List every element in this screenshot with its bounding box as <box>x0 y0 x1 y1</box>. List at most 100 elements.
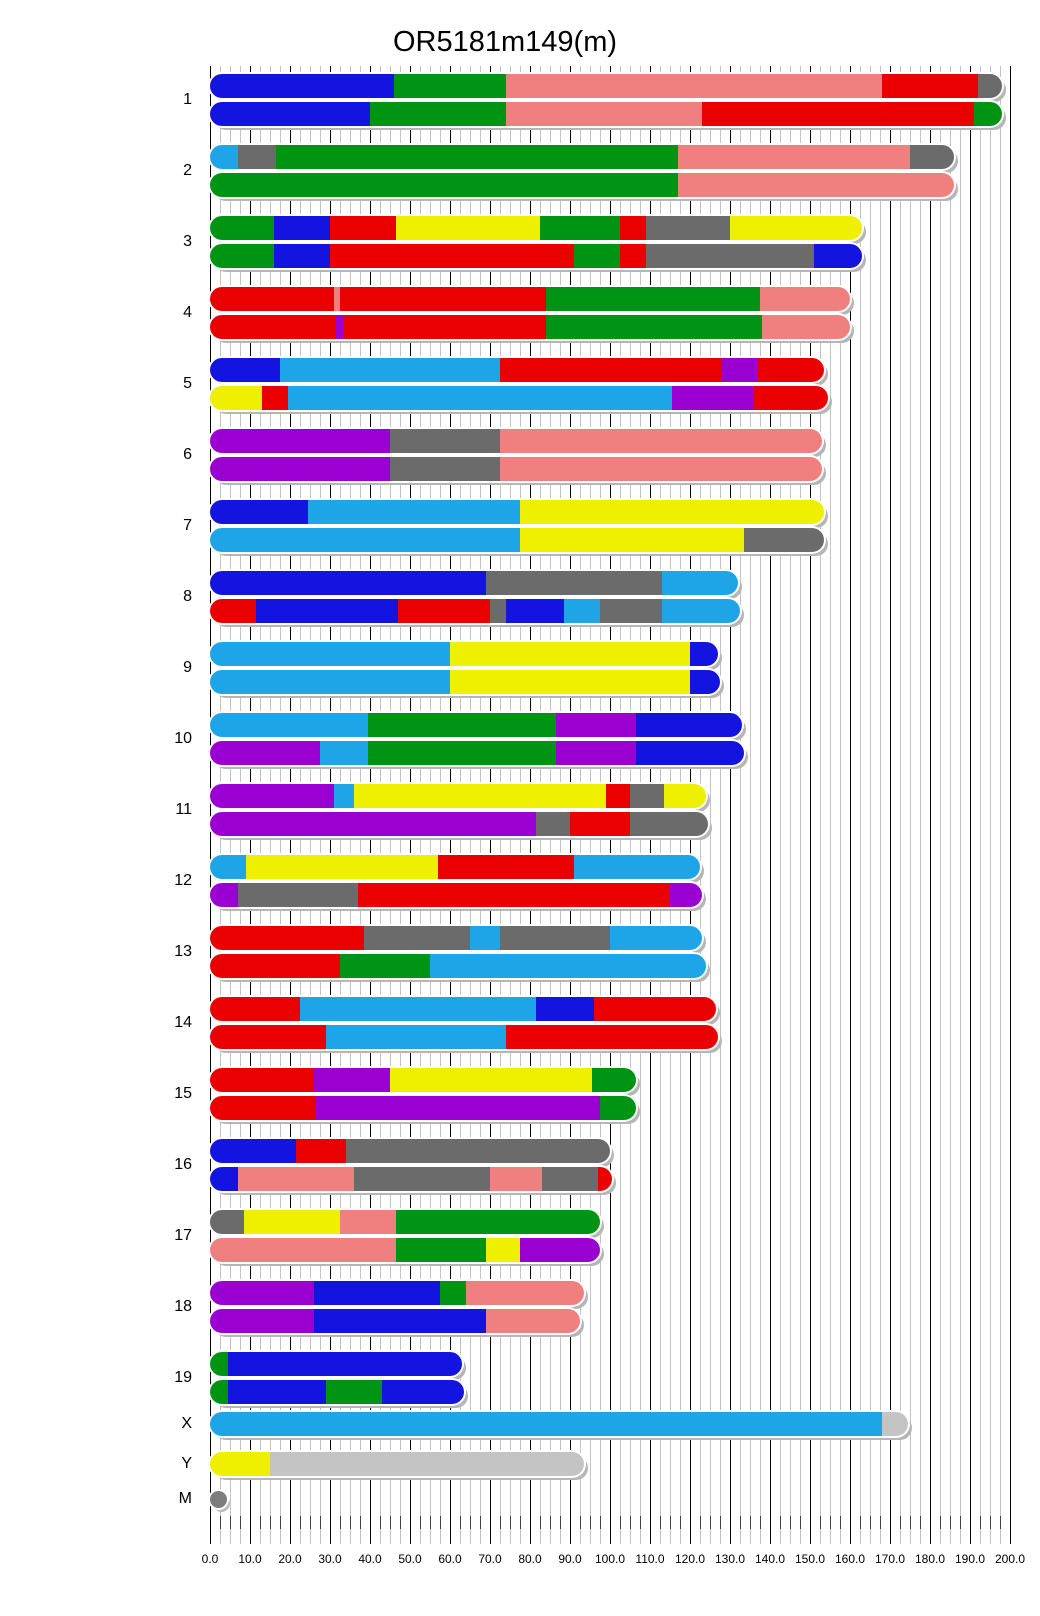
chromosome-label-3: 3 <box>183 233 192 250</box>
segment-red <box>210 1025 326 1049</box>
segment-red <box>620 216 646 240</box>
segment-gray <box>646 216 730 240</box>
segment-pink <box>678 145 910 169</box>
segment-purple <box>210 457 390 481</box>
chromosome-10-bar-1 <box>210 713 742 737</box>
segment-purple <box>316 1096 600 1120</box>
chromosome-label-9: 9 <box>183 659 192 676</box>
segment-pink <box>506 74 882 98</box>
segment-blue <box>210 74 394 98</box>
chromosome-label-11: 11 <box>175 801 192 818</box>
segment-green <box>440 1281 466 1305</box>
axis-tick-label: 140.0 <box>754 1552 786 1566</box>
segment-purple <box>556 741 636 765</box>
segment-yellow <box>244 1210 340 1234</box>
chromosome-8-bar-2 <box>210 599 740 623</box>
chromosome-label-4: 4 <box>183 304 192 321</box>
segment-red <box>754 386 828 410</box>
segment-gray <box>630 812 708 836</box>
segment-yellow <box>396 216 540 240</box>
axis-tick-label: 30.0 <box>318 1552 342 1566</box>
segment-blue <box>210 358 280 382</box>
chromosome-X-bar <box>210 1412 908 1436</box>
chromosome-label-Y: Y <box>181 1455 192 1472</box>
segment-yellow <box>450 642 690 666</box>
chromosome-label-M: M <box>178 1490 192 1507</box>
chromosome-15-bar-2 <box>210 1096 636 1120</box>
segment-green <box>396 1210 600 1234</box>
segment-red <box>210 599 256 623</box>
segment-gray <box>354 1167 490 1191</box>
segment-yellow <box>520 528 744 552</box>
segment-cyan <box>210 642 450 666</box>
segment-gray <box>390 457 500 481</box>
segment-gray <box>486 571 662 595</box>
segment-blue <box>636 741 744 765</box>
segment-purple <box>210 429 390 453</box>
segment-gray <box>630 784 664 808</box>
segment-yellow <box>486 1238 520 1262</box>
segment-silver <box>270 1452 584 1476</box>
segment-green <box>394 74 506 98</box>
segment-purple <box>210 1281 314 1305</box>
segment-pink <box>486 1309 580 1333</box>
segment-pink <box>762 315 850 339</box>
chromosome-16-bar-2 <box>210 1167 612 1191</box>
segment-blue <box>210 1167 238 1191</box>
axis-tick-label: 0.0 <box>201 1552 219 1566</box>
chromosome-label-19: 19 <box>174 1369 192 1386</box>
axis-tick-label: 80.0 <box>518 1552 542 1566</box>
segment-gray <box>364 926 470 950</box>
segment-red <box>210 1068 314 1092</box>
segment-blue <box>506 599 564 623</box>
chromosome-13-bar-2 <box>210 954 706 978</box>
segment-yellow <box>210 1452 270 1476</box>
chromosome-10-bar-2 <box>210 741 744 765</box>
axis-tick-label: 150.0 <box>794 1552 826 1566</box>
segment-blue <box>536 997 594 1021</box>
segment-cyan <box>430 954 706 978</box>
segment-cyan <box>210 713 368 737</box>
chromosome-11-bar-1 <box>210 784 706 808</box>
chromosome-14-bar-1 <box>210 997 716 1021</box>
segment-purple <box>722 358 758 382</box>
segment-green <box>974 102 1002 126</box>
chromosome-4-bar-1 <box>210 287 850 311</box>
chromosome-5-bar-1 <box>210 358 824 382</box>
axis-tick-label: 10.0 <box>238 1552 262 1566</box>
segment-gray <box>390 429 500 453</box>
segment-cyan <box>210 855 246 879</box>
chart-title: OR5181m149(m) <box>392 26 618 58</box>
axis-tick-label: 100.0 <box>594 1552 626 1566</box>
segment-green <box>396 1238 486 1262</box>
segment-blue <box>314 1309 486 1333</box>
axis-tick-label: 160.0 <box>834 1552 866 1566</box>
segment-red <box>210 997 300 1021</box>
segment-cyan <box>320 741 368 765</box>
segment-yellow <box>390 1068 592 1092</box>
segment-gray <box>536 812 570 836</box>
segment-green <box>210 216 274 240</box>
segment-yellow <box>246 855 438 879</box>
segment-blue <box>314 1281 440 1305</box>
segment-green <box>368 741 556 765</box>
segment-pink <box>340 1210 396 1234</box>
chromosome-3-bar-2 <box>210 244 862 268</box>
segment-purple <box>672 386 754 410</box>
segment-pink <box>500 457 822 481</box>
segment-pink <box>466 1281 584 1305</box>
segment-pink <box>500 429 822 453</box>
chromosome-1-bar-1 <box>210 74 1002 98</box>
segment-cyan <box>210 528 520 552</box>
chromosome-label-18: 18 <box>174 1298 192 1315</box>
segment-purple <box>210 741 320 765</box>
segment-blue <box>228 1380 326 1404</box>
segment-green <box>546 315 762 339</box>
axis-tick-label: 110.0 <box>635 1552 665 1566</box>
segment-green <box>592 1068 636 1092</box>
segment-cyan <box>610 926 702 950</box>
chromosome-M-dot <box>210 1491 227 1508</box>
segment-yellow <box>354 784 606 808</box>
segment-yellow <box>520 500 824 524</box>
segment-purple <box>556 713 636 737</box>
